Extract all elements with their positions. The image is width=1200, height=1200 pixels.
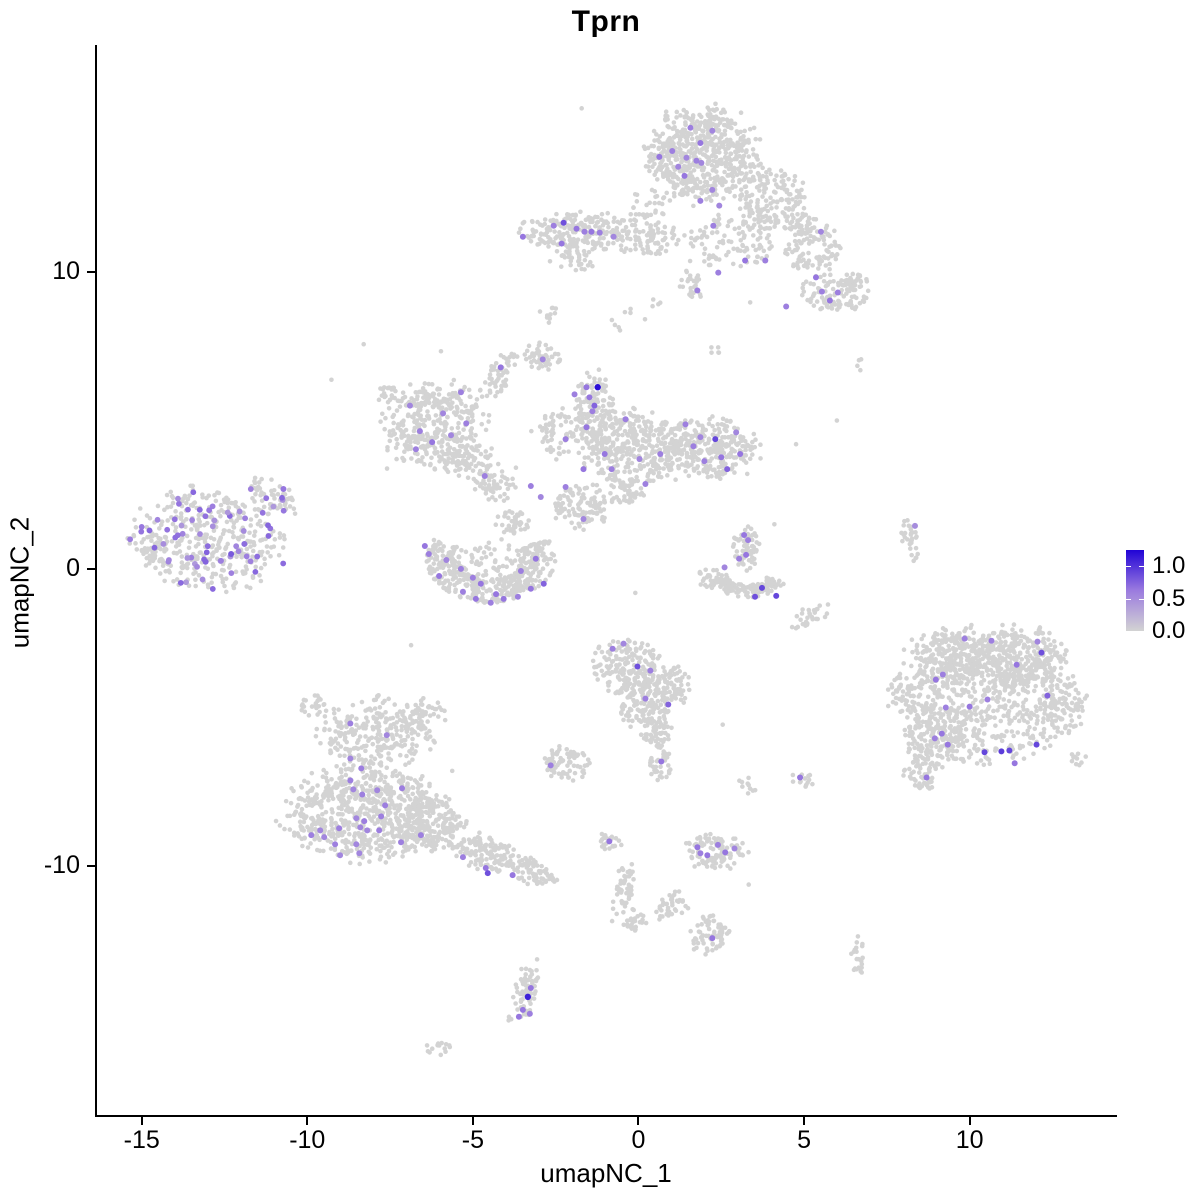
x-tick-mark <box>140 1117 143 1125</box>
y-tick-mark <box>87 567 95 570</box>
y-tick-mark <box>87 864 95 867</box>
legend-tick <box>1126 598 1131 600</box>
x-tick-label: -15 <box>123 1126 160 1154</box>
legend-gradient-bar <box>1126 550 1144 631</box>
umap-scatter-canvas <box>97 45 1117 1115</box>
x-axis-title: umapNC_1 <box>540 1158 672 1188</box>
x-tick-mark <box>803 1117 806 1125</box>
y-tick-label: 0 <box>66 553 80 582</box>
x-tick-label: 0 <box>631 1126 646 1154</box>
x-tick-mark <box>968 1117 971 1125</box>
y-tick-label: 10 <box>52 257 80 286</box>
legend-colorbar: 1.0 0.5 0.0 <box>1126 550 1200 644</box>
x-tick-mark <box>471 1117 474 1125</box>
legend-tick <box>1126 566 1131 568</box>
x-tick-label: -5 <box>461 1126 484 1154</box>
legend-label: 1.0 <box>1152 552 1186 580</box>
y-tick-mark <box>87 271 95 274</box>
x-tick-label: 10 <box>955 1126 984 1154</box>
x-tick-mark <box>306 1117 309 1125</box>
x-tick-mark <box>637 1117 640 1125</box>
legend-label: 0.5 <box>1152 584 1186 612</box>
plot-area <box>95 45 1117 1117</box>
x-tick-label: -10 <box>289 1126 326 1154</box>
legend-tick <box>1139 598 1144 600</box>
y-axis-title: umapNC_2 <box>4 516 35 649</box>
plot-title: Tprn <box>571 5 641 38</box>
legend-tick <box>1139 566 1144 568</box>
legend-label: 0.0 <box>1152 617 1186 644</box>
y-tick-label: -10 <box>43 850 80 879</box>
x-tick-label: 5 <box>797 1126 811 1154</box>
